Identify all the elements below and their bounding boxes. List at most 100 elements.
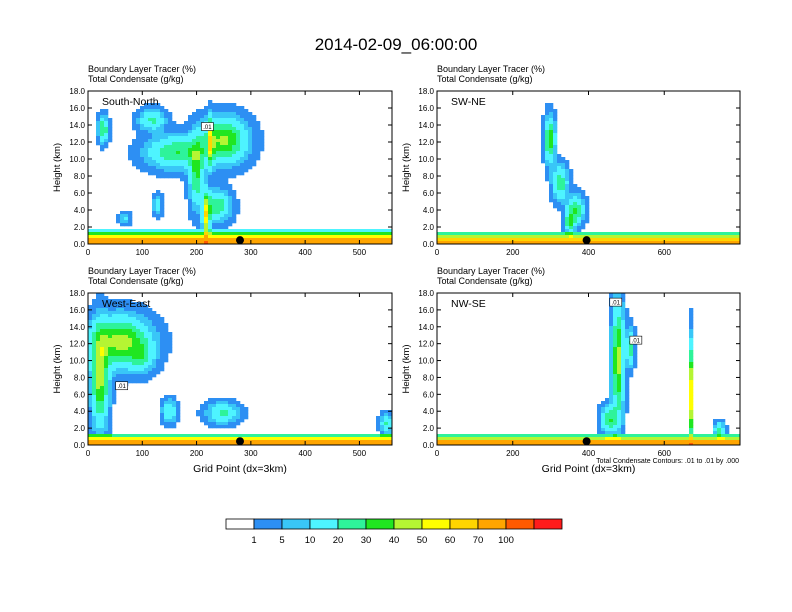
field-cell — [116, 335, 121, 339]
field-cell — [248, 151, 253, 155]
field-cell — [156, 229, 161, 233]
field-cell — [232, 211, 237, 215]
field-cell — [609, 235, 614, 239]
field-cell — [717, 419, 722, 423]
field-cell — [609, 440, 614, 444]
field-cell — [132, 326, 137, 330]
y-tick-label: 8.0 — [74, 172, 86, 181]
field-cell — [360, 434, 365, 438]
field-cell — [541, 118, 546, 122]
field-cell — [689, 401, 694, 405]
field-cell — [172, 136, 177, 140]
field-cell — [220, 112, 225, 116]
field-cell — [188, 190, 193, 194]
field-cell — [296, 235, 301, 239]
field-cell — [224, 181, 229, 185]
field-cell — [336, 229, 341, 233]
field-cell — [196, 223, 201, 227]
field-cell — [160, 238, 165, 242]
field-cell — [88, 422, 93, 426]
field-cell — [120, 440, 125, 444]
field-cell — [613, 410, 618, 414]
field-cell — [561, 217, 566, 221]
field-cell — [196, 133, 201, 137]
field-cell — [144, 115, 149, 119]
field-cell — [228, 217, 233, 221]
field-cell — [196, 157, 201, 161]
field-cell — [445, 235, 450, 239]
field-cell — [561, 193, 566, 197]
field-cell — [609, 401, 614, 405]
field-cell — [545, 235, 550, 239]
field-cell — [256, 130, 261, 134]
field-cell — [216, 133, 221, 137]
field-cell — [569, 190, 574, 194]
field-cell — [164, 332, 169, 336]
field-cell — [641, 440, 646, 444]
field-cell — [356, 440, 361, 444]
field-cell — [244, 115, 249, 119]
field-cell — [549, 112, 554, 116]
field-cell — [104, 353, 109, 357]
field-cell — [152, 208, 157, 212]
field-cell — [164, 347, 169, 351]
field-cell — [224, 416, 229, 420]
field-cell — [156, 359, 161, 363]
field-cell — [132, 368, 137, 372]
field-cell — [689, 308, 694, 312]
field-cell — [116, 359, 121, 363]
field-cell — [296, 241, 301, 244]
field-cell — [304, 238, 309, 242]
field-cell — [212, 196, 217, 200]
field-cell — [380, 416, 385, 420]
field-cell — [196, 148, 201, 152]
field-cell — [192, 175, 197, 179]
field-cell — [541, 115, 546, 119]
field-cell — [368, 238, 373, 242]
field-cell — [276, 232, 281, 236]
field-cell — [493, 232, 498, 236]
field-cell — [248, 235, 253, 239]
field-cell — [120, 311, 125, 315]
field-cell — [633, 332, 638, 336]
field-cell — [252, 437, 257, 441]
field-cell — [128, 338, 133, 342]
field-cell — [104, 109, 109, 113]
field-cell — [208, 163, 213, 167]
field-cell — [208, 199, 213, 203]
field-cell — [100, 353, 105, 357]
field-cell — [104, 368, 109, 372]
field-cell — [224, 410, 229, 414]
field-cell — [160, 232, 165, 236]
field-cell — [116, 317, 121, 321]
field-cell — [108, 326, 113, 330]
field-cell — [493, 241, 498, 244]
x-tick-label: 0 — [86, 449, 91, 458]
field-cell — [609, 419, 614, 423]
field-cell — [100, 112, 105, 116]
y-axis-label: Height (km) — [52, 344, 63, 393]
field-cell — [208, 196, 213, 200]
field-cell — [144, 365, 149, 369]
field-cell — [613, 326, 618, 330]
field-cell — [561, 196, 566, 200]
field-cell — [140, 166, 145, 170]
field-cell — [312, 443, 317, 445]
field-cell — [156, 235, 161, 239]
field-cell — [569, 217, 574, 221]
field-cell — [280, 443, 285, 445]
field-cell — [509, 238, 514, 242]
field-cell — [585, 214, 590, 218]
field-cell — [132, 115, 137, 119]
field-cell — [204, 130, 209, 134]
field-cell — [236, 404, 241, 408]
field-cell — [705, 443, 710, 445]
field-cell — [104, 115, 109, 119]
field-cell — [689, 338, 694, 342]
field-cell — [613, 362, 618, 366]
field-cell — [172, 169, 177, 173]
field-cell — [112, 332, 117, 336]
field-cell — [192, 112, 197, 116]
field-cell — [92, 305, 97, 309]
field-cell — [152, 157, 157, 161]
